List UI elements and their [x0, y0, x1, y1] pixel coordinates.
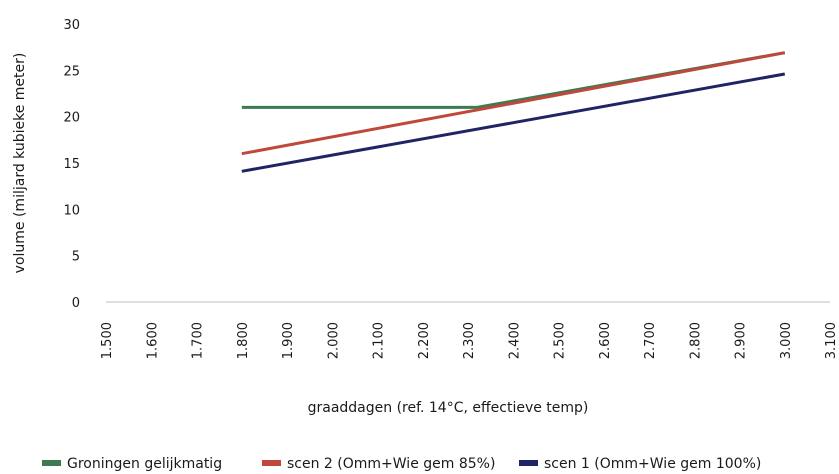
y-tick-label: 10 [63, 203, 80, 218]
x-tick-label: 2.000 [326, 322, 341, 359]
x-tick-label: 2.400 [507, 322, 522, 359]
x-tick-label: 2.800 [688, 322, 703, 359]
x-tick-label: 3.000 [779, 322, 794, 359]
x-axis-ticks: 1.500 1.600 1.700 1.800 1.900 2.000 2.100 2.200… [100, 322, 839, 359]
x-tick-label: 1.700 [191, 322, 206, 359]
x-tick-label: 2.200 [417, 322, 432, 359]
y-tick-label: 30 [63, 18, 80, 33]
y-tick-label: 20 [63, 111, 80, 126]
x-tick-label: 1.600 [145, 322, 160, 359]
x-tick-label: 2.700 [643, 322, 658, 359]
y-axis-title: volume (miljard kubieke meter) [12, 53, 28, 274]
x-tick-label: 2.300 [462, 322, 477, 359]
legend-item: scen 2 (Omm+Wie gem 85%) [262, 456, 495, 472]
series-line-3 [241, 72, 786, 173]
x-tick-label: 2.500 [553, 322, 568, 359]
legend-swatch [42, 460, 61, 466]
series-lines [241, 51, 786, 173]
x-tick-label: 2.600 [598, 322, 613, 359]
y-tick-label: 25 [63, 64, 80, 79]
series-line-1 [241, 51, 786, 109]
series-line-2 [241, 51, 786, 156]
legend-label: scen 2 (Omm+Wie gem 85%) [287, 456, 495, 472]
y-tick-label: 5 [72, 250, 80, 265]
x-tick-label: 1.900 [281, 322, 296, 359]
legend-label: scen 1 (Omm+Wie gem 100%) [544, 456, 761, 472]
y-tick-label: 0 [72, 296, 80, 311]
legend-item: Groningen gelijkmatig [42, 456, 222, 472]
x-tick-label: 1.800 [236, 322, 251, 359]
legend-swatch [519, 460, 538, 466]
legend: Groningen gelijkmatig scen 2 (Omm+Wie gem… [42, 456, 761, 472]
legend-item: scen 1 (Omm+Wie gem 100%) [519, 456, 761, 472]
legend-label: Groningen gelijkmatig [67, 456, 222, 472]
x-axis-title: graaddagen (ref. 14°C, effectieve temp) [308, 400, 589, 416]
x-tick-label: 2.900 [734, 322, 749, 359]
y-axis-ticks: 0 5 10 15 20 25 30 [63, 18, 80, 311]
legend-swatch [262, 460, 281, 466]
x-tick-label: 1.500 [100, 322, 115, 359]
x-tick-label: 3.100 [824, 322, 839, 359]
y-tick-label: 15 [63, 157, 80, 172]
x-tick-label: 2.100 [372, 322, 387, 359]
